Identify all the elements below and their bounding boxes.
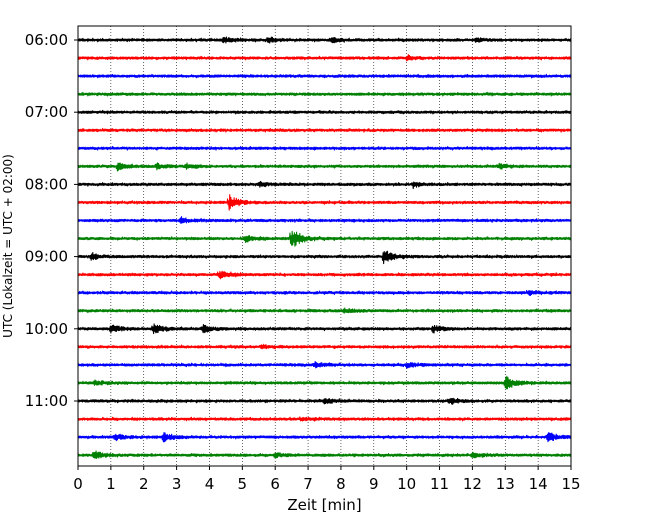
x-tick-label: 3 <box>172 475 182 493</box>
y-tick-label: 09:00 <box>25 248 68 266</box>
seismic-trace <box>77 194 572 211</box>
seismic-trace <box>77 109 572 115</box>
x-axis-label: Zeit [min] <box>287 496 361 514</box>
x-tick-label: 13 <box>496 475 515 493</box>
x-tick-label: 4 <box>205 475 215 493</box>
y-tick-label: 06:00 <box>25 31 68 49</box>
x-grid <box>110 26 539 466</box>
x-tick-label: 1 <box>106 475 116 493</box>
seismic-trace <box>77 180 572 190</box>
seismic-trace <box>77 307 572 314</box>
seismic-trace <box>77 375 572 390</box>
seismic-trace <box>77 323 572 335</box>
y-tick-label: 07:00 <box>25 103 68 121</box>
seismic-trace <box>77 91 572 97</box>
seismic-trace <box>77 127 572 133</box>
x-tick-label: 8 <box>336 475 346 493</box>
seismic-trace <box>77 162 572 172</box>
seismic-trace <box>77 230 572 247</box>
y-axis-label: UTC (Lokalzeit = UTC + 02:00) <box>1 154 15 338</box>
seismic-trace <box>77 36 572 44</box>
x-tick-label: 6 <box>270 475 280 493</box>
seismic-trace <box>77 343 572 350</box>
seismic-trace <box>77 416 572 422</box>
x-tick-label: 5 <box>238 475 248 493</box>
x-tick-label: 7 <box>303 475 313 493</box>
seismic-trace <box>77 146 572 151</box>
seismic-trace <box>77 73 572 79</box>
seismic-trace <box>77 270 572 280</box>
seismic-trace <box>77 431 572 443</box>
y-axis: 06:00 07:00 08:00 09:00 10:00 11:00 <box>25 31 78 410</box>
y-tick-label: 11:00 <box>25 392 68 410</box>
x-tick-label: 15 <box>561 475 580 493</box>
y-tick-label: 08:00 <box>25 175 68 193</box>
x-tick-label: 2 <box>139 475 149 493</box>
seismic-trace <box>77 289 572 296</box>
seismic-trace <box>77 450 572 460</box>
x-tick-label: 9 <box>369 475 379 493</box>
x-axis: 0 1 2 3 4 5 6 7 8 9 10 11 12 13 14 15 <box>73 466 581 493</box>
seismic-trace <box>77 397 572 405</box>
seismic-trace <box>77 360 572 369</box>
x-tick-label: 0 <box>73 475 83 493</box>
x-tick-label: 11 <box>430 475 449 493</box>
x-tick-label: 12 <box>463 475 482 493</box>
seismic-trace <box>77 216 572 225</box>
x-tick-label: 10 <box>397 475 416 493</box>
x-tick-label: 14 <box>529 475 548 493</box>
seismic-traces <box>77 36 572 460</box>
plot-frame <box>77 25 572 467</box>
seismic-trace <box>77 54 572 62</box>
y-tick-label: 10:00 <box>25 320 68 338</box>
seismic-trace <box>77 250 572 265</box>
